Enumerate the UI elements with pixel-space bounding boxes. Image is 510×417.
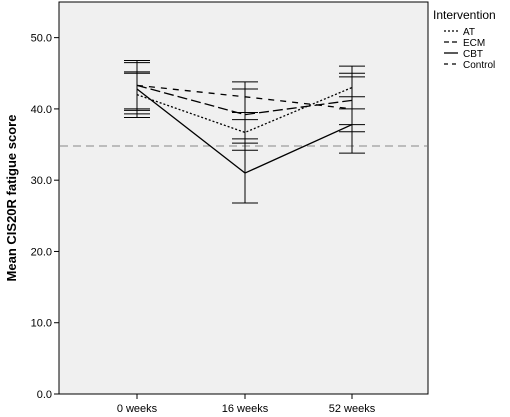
y-tick-label: 0.0 bbox=[37, 389, 52, 401]
series-layer bbox=[124, 59, 365, 204]
legend-label-at: AT bbox=[463, 27, 475, 38]
legend-label-ecm: ECM bbox=[463, 38, 485, 49]
y-tick-label: 50.0 bbox=[31, 33, 52, 45]
legend-title: Intervention bbox=[433, 8, 496, 22]
legend-label-cbt: CBT bbox=[463, 49, 483, 60]
y-tick-label: 10.0 bbox=[31, 318, 52, 330]
y-axis: 0.0 10.0 20.0 30.0 40.0 50.0 bbox=[31, 33, 59, 401]
x-axis: 0 weeks 16 weeks 52 weeks bbox=[117, 394, 376, 415]
y-tick-label: 20.0 bbox=[31, 246, 52, 258]
x-tick-label: 52 weeks bbox=[329, 403, 376, 415]
plot-area bbox=[58, 1, 429, 395]
y-axis-title: Mean CIS20R fatigue score bbox=[4, 115, 19, 282]
y-tick-label: 40.0 bbox=[31, 104, 52, 116]
legend-label-control: Control bbox=[463, 60, 495, 71]
x-tick-label: 0 weeks bbox=[117, 403, 158, 415]
x-tick-label: 16 weeks bbox=[222, 403, 269, 415]
y-tick-label: 30.0 bbox=[31, 175, 52, 187]
